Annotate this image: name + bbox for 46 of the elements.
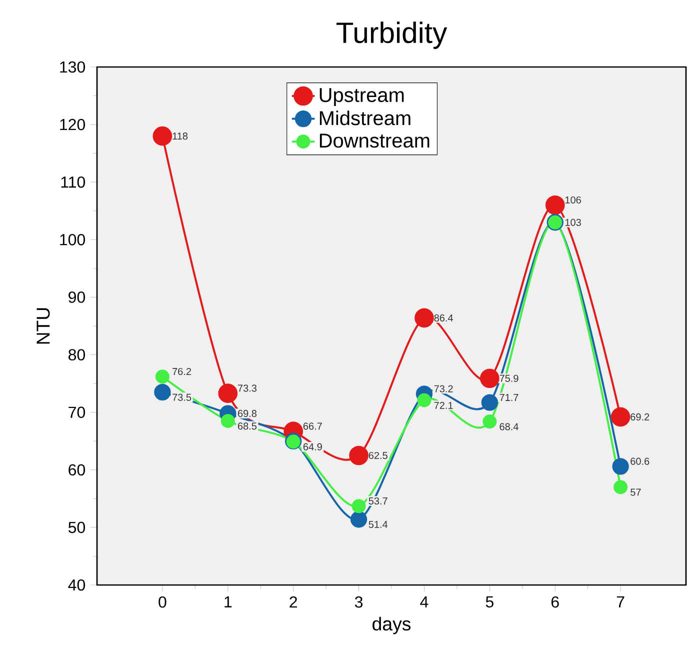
data-label: 73.5 (172, 394, 192, 401)
data-label: 57 (630, 488, 641, 496)
y-tick-label: 90 (68, 292, 86, 303)
data-label: 60.6 (630, 458, 650, 465)
x-tick-label: 3 (354, 596, 363, 608)
x-tick-label: 4 (420, 596, 428, 608)
data-label: 75.9 (500, 374, 518, 382)
legend-label: Downstream (320, 134, 430, 148)
data-label: 62.5 (368, 452, 388, 460)
x-tick-label: 5 (486, 596, 494, 608)
y-tick-label: 120 (60, 118, 86, 130)
legend-label: Upstream (320, 88, 404, 106)
data-label: 53.7 (368, 497, 388, 505)
y-tick-label: 130 (60, 61, 86, 73)
x-tick-label: 6 (551, 596, 559, 608)
y-axis-title: NTU (36, 308, 50, 344)
data-label: 118 (172, 132, 188, 140)
x-tick-label: 1 (224, 596, 232, 608)
data-label: 51.4 (368, 520, 388, 528)
data-label: 76.2 (172, 368, 192, 376)
data-label: 68.4 (500, 423, 518, 430)
data-label: 73.2 (434, 385, 453, 392)
y-tick-label: 100 (60, 234, 86, 246)
x-tick-label: 7 (616, 596, 624, 608)
data-label: 69.8 (238, 410, 257, 418)
x-tick-label: 2 (290, 596, 297, 608)
data-label: 106 (565, 196, 581, 204)
data-label: 66.7 (303, 422, 322, 430)
x-tick-label: 0 (158, 596, 166, 608)
y-tick-label: 70 (68, 406, 86, 418)
y-tick-label: 110 (61, 176, 86, 188)
y-tick-label: 50 (68, 522, 86, 534)
y-tick-label: 60 (68, 464, 86, 476)
x-axis-title: days (372, 616, 411, 634)
data-label: 73.3 (238, 384, 257, 392)
legend-label: Midstream (320, 110, 410, 126)
chart-title: Turbidity (336, 22, 448, 49)
data-label: 86.4 (434, 314, 453, 322)
y-tick-label: 40 (68, 579, 86, 591)
data-label: 71.7 (500, 394, 518, 401)
y-tick-label: 80 (68, 349, 86, 360)
data-label: 64.9 (303, 443, 322, 450)
data-label: 103 (565, 218, 581, 226)
data-label: 72.1 (434, 402, 453, 409)
data-label: 69.2 (630, 413, 650, 420)
data-label: 68.5 (238, 422, 257, 430)
